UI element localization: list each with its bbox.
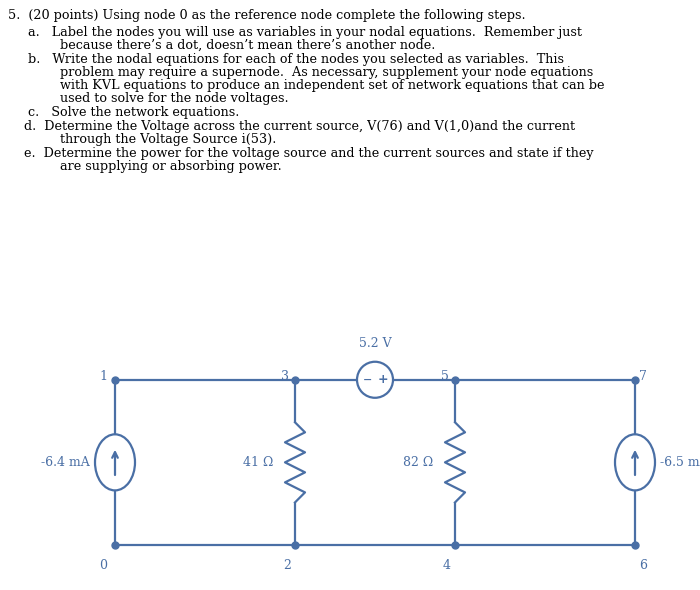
Text: -6.5 mA: -6.5 mA: [660, 456, 700, 469]
Text: 5.  (20 points) Using node 0 as the reference node complete the following steps.: 5. (20 points) Using node 0 as the refer…: [8, 9, 526, 22]
Text: used to solve for the node voltages.: used to solve for the node voltages.: [28, 92, 288, 105]
Text: 3: 3: [281, 370, 289, 383]
Text: 6: 6: [639, 559, 647, 572]
Text: 5: 5: [441, 370, 449, 383]
Text: 1: 1: [99, 370, 107, 383]
Text: 7: 7: [639, 370, 647, 383]
Text: e.  Determine the power for the voltage source and the current sources and state: e. Determine the power for the voltage s…: [20, 147, 594, 160]
Text: 2: 2: [283, 559, 291, 572]
Text: c.   Solve the network equations.: c. Solve the network equations.: [28, 106, 239, 119]
Text: +: +: [377, 373, 388, 386]
Text: d.  Determine the Voltage across the current source, V(76) and V(1,0)and the cur: d. Determine the Voltage across the curr…: [20, 120, 575, 133]
Text: b.   Write the nodal equations for each of the nodes you selected as variables. : b. Write the nodal equations for each of…: [28, 53, 564, 66]
Text: a.   Label the nodes you will use as variables in your nodal equations.  Remembe: a. Label the nodes you will use as varia…: [28, 26, 582, 39]
Text: are supplying or absorbing power.: are supplying or absorbing power.: [28, 160, 281, 173]
Text: 4: 4: [443, 559, 451, 572]
Text: with KVL equations to produce an independent set of network equations that can b: with KVL equations to produce an indepen…: [28, 79, 605, 92]
Text: 41 Ω: 41 Ω: [243, 456, 273, 469]
Text: problem may require a supernode.  As necessary, supplement your node equations: problem may require a supernode. As nece…: [28, 66, 594, 79]
Text: 5.2 V: 5.2 V: [358, 337, 391, 350]
Text: -6.4 mA: -6.4 mA: [41, 456, 90, 469]
Text: 82 Ω: 82 Ω: [402, 456, 433, 469]
Text: 0: 0: [99, 559, 107, 572]
Text: through the Voltage Source i(53).: through the Voltage Source i(53).: [28, 133, 276, 146]
Text: −: −: [363, 375, 372, 385]
Text: because there’s a dot, doesn’t mean there’s another node.: because there’s a dot, doesn’t mean ther…: [28, 39, 435, 52]
